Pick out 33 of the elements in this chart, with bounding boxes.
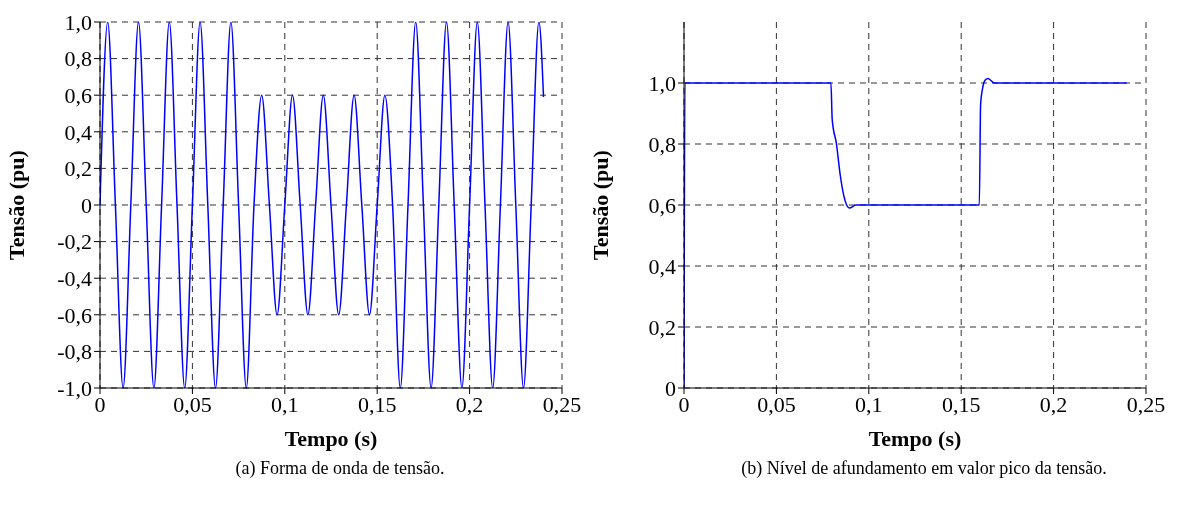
y-tick-label: -0,2 [57, 229, 92, 255]
y-tick-label: 0 [81, 192, 92, 218]
y-axis-title: Tensão (pu) [587, 150, 613, 260]
y-tick-label: 0,2 [648, 314, 676, 340]
x-tick-label: 0,05 [173, 391, 212, 417]
x-tick-label: 0,2 [455, 391, 484, 417]
y-tick-label: 0,2 [64, 156, 92, 182]
x-tick-label: 0,25 [542, 391, 582, 417]
y-axis-title: Tensão (pu) [3, 150, 29, 260]
y-tick-label: 0,6 [64, 83, 92, 109]
x-axis-title: Tempo (s) [868, 426, 962, 451]
y-tick-label: 0,6 [648, 192, 676, 218]
text: (b) Nível de afundamento em valor pico da tensão. [740, 458, 1108, 479]
y-tick-label: 0,8 [648, 131, 676, 157]
y-tick-label: 1,0 [648, 70, 676, 96]
y-tick-label: -0,6 [57, 302, 92, 328]
y-tick-label: 0 [665, 375, 676, 401]
x-tick-label: 0,2 [1039, 391, 1068, 417]
y-tick-label: -0,8 [57, 339, 92, 365]
x-axis-title: Tempo (s) [284, 426, 378, 451]
y-tick-label: 0,4 [64, 119, 92, 145]
x-tick-label: 0,05 [757, 391, 796, 417]
text: (a) Forma de onda de tensão. [234, 458, 446, 479]
y-tick-label: -1,0 [57, 375, 92, 401]
x-tick-label: 0,15 [357, 391, 397, 417]
x-tick-label: 0,1 [855, 391, 883, 417]
y-tick-label: 0,8 [64, 46, 92, 72]
y-tick-label: -0,4 [57, 266, 92, 292]
x-tick-label: 0,15 [941, 391, 981, 417]
x-tick-label: 0,1 [271, 391, 299, 417]
y-tick-label: 1,0 [64, 9, 92, 35]
x-tick-label: 0,25 [1126, 391, 1166, 417]
y-tick-label: 0,4 [648, 253, 676, 279]
